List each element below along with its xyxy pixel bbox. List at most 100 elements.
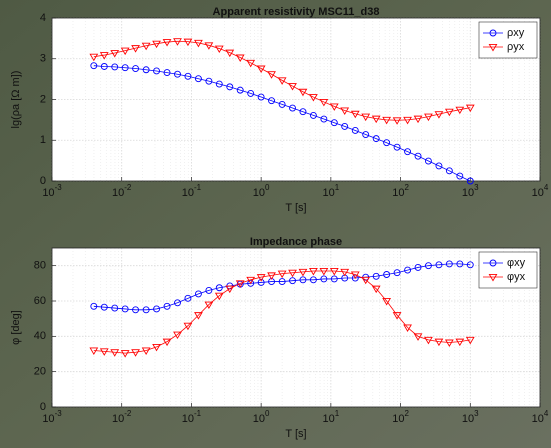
x-tick-exponent: -1 xyxy=(194,183,202,192)
marker xyxy=(299,276,307,284)
marker xyxy=(319,267,329,276)
marker xyxy=(153,67,160,75)
x-tick-exponent: -3 xyxy=(55,183,63,192)
plot-area xyxy=(52,248,540,407)
marker xyxy=(131,45,140,53)
x-tick-base: 10 xyxy=(323,413,335,425)
marker xyxy=(319,98,329,107)
legend-marker xyxy=(488,274,498,282)
marker xyxy=(466,177,474,185)
marker xyxy=(205,286,213,294)
marker xyxy=(225,49,235,58)
marker xyxy=(110,50,120,58)
marker xyxy=(194,290,202,298)
x-tick-label: 103 xyxy=(462,409,479,425)
marker xyxy=(445,260,453,268)
marker xyxy=(424,157,432,165)
marker xyxy=(256,274,266,282)
marker xyxy=(225,285,235,294)
y-tick-label: 3 xyxy=(40,53,46,65)
marker xyxy=(404,266,412,274)
marker xyxy=(382,116,392,125)
marker xyxy=(277,77,287,85)
x-tick-label: 101 xyxy=(323,409,340,425)
marker xyxy=(320,115,328,123)
marker xyxy=(424,262,432,270)
marker xyxy=(90,302,98,310)
legend: ρxy ρyx xyxy=(478,21,538,59)
marker xyxy=(267,71,276,79)
marker xyxy=(288,269,297,278)
marker xyxy=(205,77,213,85)
marker xyxy=(100,63,108,70)
marker xyxy=(246,59,256,68)
chart-title: Impedance phase xyxy=(250,236,342,248)
x-tick-label: 102 xyxy=(392,183,409,199)
marker xyxy=(141,42,151,51)
x-tick-exponent: 0 xyxy=(265,183,270,192)
marker xyxy=(204,301,214,310)
x-tick-exponent: 4 xyxy=(544,183,549,192)
legend-label: ρyx xyxy=(507,41,525,53)
x-tick-exponent: 2 xyxy=(404,409,409,418)
marker xyxy=(89,347,99,355)
marker xyxy=(204,42,214,50)
marker xyxy=(132,306,140,314)
y-axis-label: φ [deg] xyxy=(10,310,22,345)
x-tick-exponent: 4 xyxy=(544,409,549,418)
x-tick-exponent: -2 xyxy=(124,409,132,418)
x-tick-exponent: -2 xyxy=(124,183,132,192)
marker xyxy=(403,116,412,125)
legend-label: ρxy xyxy=(507,27,525,39)
marker xyxy=(184,72,192,80)
marker xyxy=(120,47,130,56)
marker xyxy=(246,276,256,285)
marker xyxy=(414,152,422,160)
marker xyxy=(465,104,475,113)
x-tick-base: 10 xyxy=(182,187,194,199)
x-tick-label: 10-3 xyxy=(42,183,62,199)
marker xyxy=(257,93,265,101)
legend: φxy φyx xyxy=(478,251,538,289)
marker xyxy=(393,269,401,277)
x-tick-base: 10 xyxy=(42,413,54,425)
marker xyxy=(330,275,338,283)
marker xyxy=(455,106,465,115)
x-tick-exponent: 3 xyxy=(474,409,479,418)
marker xyxy=(99,52,109,60)
axes-frame xyxy=(51,17,541,182)
marker xyxy=(382,298,392,306)
y-tick-label: 40 xyxy=(34,330,46,342)
marker xyxy=(424,336,433,345)
marker xyxy=(309,267,318,276)
x-tick-exponent: -1 xyxy=(194,409,202,418)
marker xyxy=(120,350,130,358)
marker xyxy=(456,172,464,180)
x-tick-base: 10 xyxy=(253,413,265,425)
marker xyxy=(278,278,286,286)
y-tick-label: 0 xyxy=(40,175,46,187)
marker xyxy=(289,104,296,112)
legend-label: φyx xyxy=(507,271,526,283)
marker xyxy=(183,322,193,331)
x-tick-base: 10 xyxy=(462,187,474,199)
marker xyxy=(163,69,171,77)
series-line xyxy=(93,65,471,182)
marker xyxy=(174,70,181,78)
marker xyxy=(340,268,350,277)
marker xyxy=(350,271,360,279)
marker xyxy=(392,312,402,320)
marker xyxy=(435,261,443,269)
legend-label: φxy xyxy=(507,257,526,269)
x-tick-label: 10-2 xyxy=(112,409,132,425)
marker xyxy=(194,39,203,48)
x-tick-label: 100 xyxy=(253,409,270,425)
marker xyxy=(414,263,422,271)
marker xyxy=(215,80,223,88)
marker xyxy=(393,143,401,151)
marker xyxy=(163,302,171,310)
marker xyxy=(403,324,412,332)
x-tick-base: 10 xyxy=(392,187,404,199)
series-line xyxy=(93,40,471,121)
marker xyxy=(413,333,423,341)
